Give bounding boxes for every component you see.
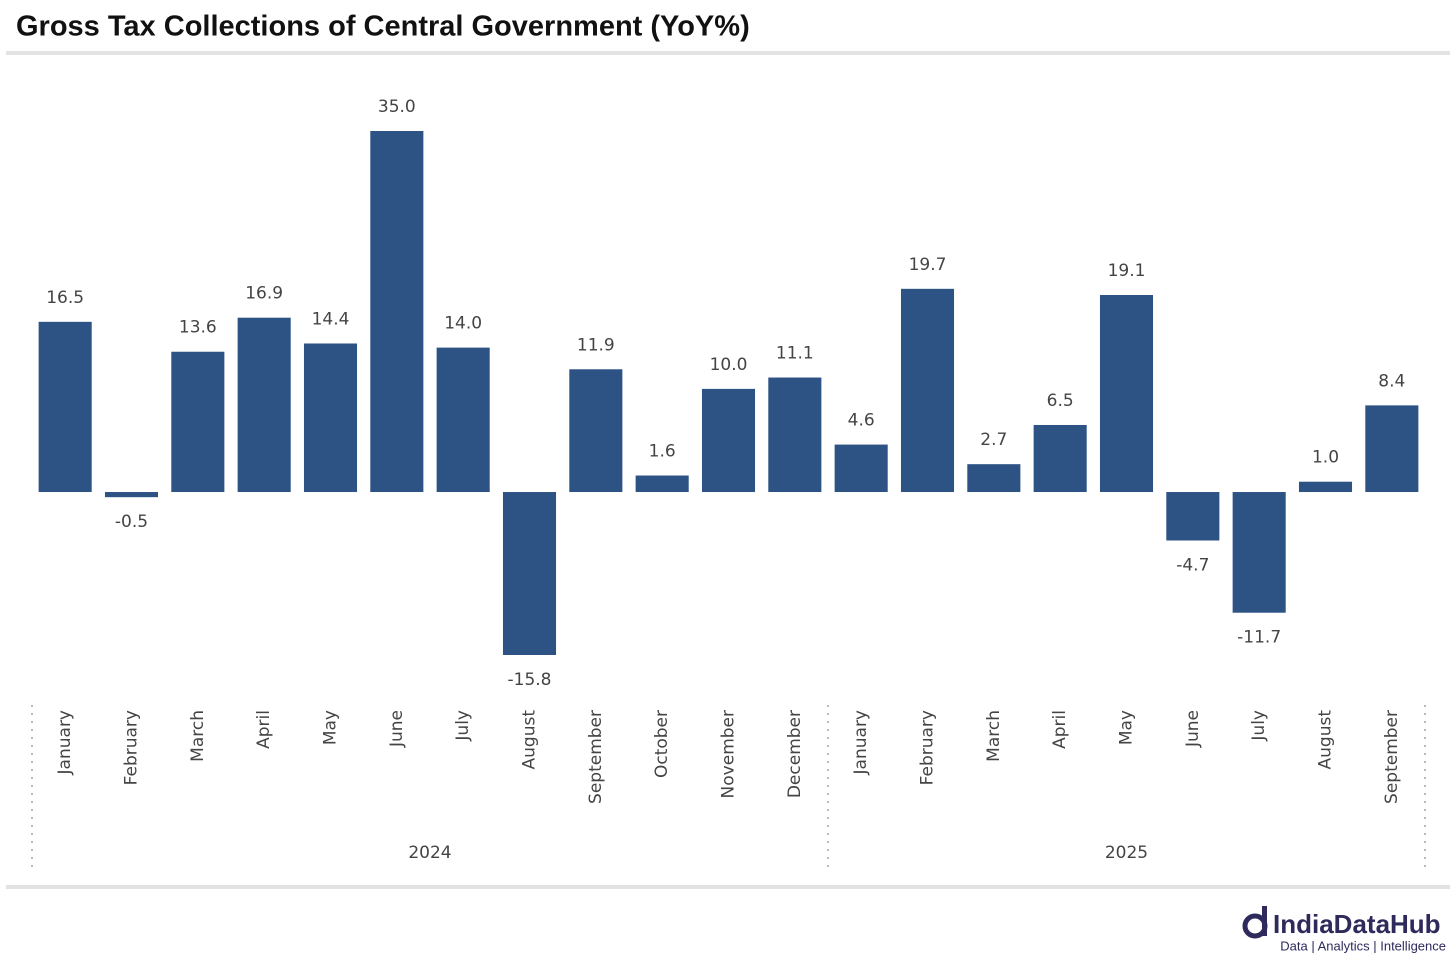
bar	[370, 131, 424, 493]
bar	[834, 444, 888, 493]
x-tick-label: July	[453, 710, 473, 742]
bar	[38, 321, 92, 493]
chart-title: Gross Tax Collections of Central Governm…	[16, 11, 750, 43]
bar	[303, 343, 358, 493]
x-tick-label: December	[785, 710, 805, 798]
bar	[569, 369, 623, 493]
bar	[635, 475, 689, 493]
x-tick-label: August	[1316, 710, 1336, 770]
data-label: -15.8	[508, 670, 552, 690]
data-label: 10.0	[710, 355, 748, 375]
logo-icon	[1262, 906, 1267, 936]
logo: IndiaDataHub Data | Analytics | Intellig…	[1242, 906, 1446, 953]
x-tick-label: September	[1382, 710, 1402, 804]
data-label: -11.7	[1237, 628, 1281, 648]
logo-name: IndiaDataHub	[1273, 909, 1441, 939]
x-tick-label: March	[188, 710, 208, 762]
data-label: 16.9	[245, 284, 283, 304]
x-tick-label: February	[122, 710, 142, 785]
data-label: 14.0	[444, 314, 482, 334]
bar	[1166, 492, 1220, 541]
group-label: 2025	[1105, 843, 1148, 863]
bar	[502, 492, 557, 655]
bar	[967, 464, 1021, 493]
footer-rule	[6, 885, 1450, 889]
x-tick-label: April	[1050, 710, 1070, 749]
data-label: 1.6	[649, 442, 676, 462]
data-label: 4.6	[848, 411, 875, 431]
bar	[701, 388, 756, 493]
bar	[436, 347, 490, 493]
bar	[1033, 424, 1087, 493]
x-tick-label: January	[55, 710, 75, 775]
x-tick-label: November	[719, 710, 739, 798]
data-label: -4.7	[1176, 556, 1209, 576]
bar	[1099, 295, 1154, 493]
data-label: 11.9	[577, 335, 615, 355]
data-label: 14.4	[312, 309, 350, 329]
x-tick-label: May	[321, 710, 341, 745]
data-label: 1.0	[1312, 448, 1339, 468]
bar	[104, 492, 159, 498]
x-tick-label: April	[254, 710, 274, 749]
x-tick-label: May	[1117, 710, 1137, 745]
x-tick-label: October	[652, 710, 672, 778]
x-tick-label: September	[586, 710, 606, 804]
x-tick-label: February	[918, 710, 938, 785]
bar	[1365, 405, 1419, 493]
x-tick-label: March	[984, 710, 1004, 762]
bar	[1232, 492, 1286, 613]
data-label: 19.1	[1108, 261, 1146, 281]
bar	[171, 351, 225, 493]
bar	[768, 377, 822, 493]
group-label: 2024	[408, 843, 451, 863]
data-label: 16.5	[46, 288, 84, 308]
x-tick-label: January	[851, 710, 871, 775]
bar	[237, 317, 291, 493]
data-label: 8.4	[1378, 371, 1405, 391]
bar	[900, 288, 955, 493]
data-label: -0.5	[115, 512, 148, 532]
logo-tagline: Data | Analytics | Intelligence	[1280, 938, 1446, 953]
data-label: 19.7	[909, 255, 947, 275]
x-tick-label: June	[387, 710, 407, 748]
x-tick-label: June	[1183, 710, 1203, 748]
data-label: 2.7	[980, 430, 1007, 450]
title-rule	[6, 51, 1450, 55]
x-tick-label: August	[520, 710, 540, 770]
data-label: 6.5	[1047, 391, 1074, 411]
x-tick-label: July	[1249, 710, 1269, 742]
bar	[1298, 481, 1353, 493]
data-label: 13.6	[179, 318, 217, 338]
data-label: 35.0	[378, 97, 416, 117]
data-label: 11.1	[776, 344, 814, 364]
